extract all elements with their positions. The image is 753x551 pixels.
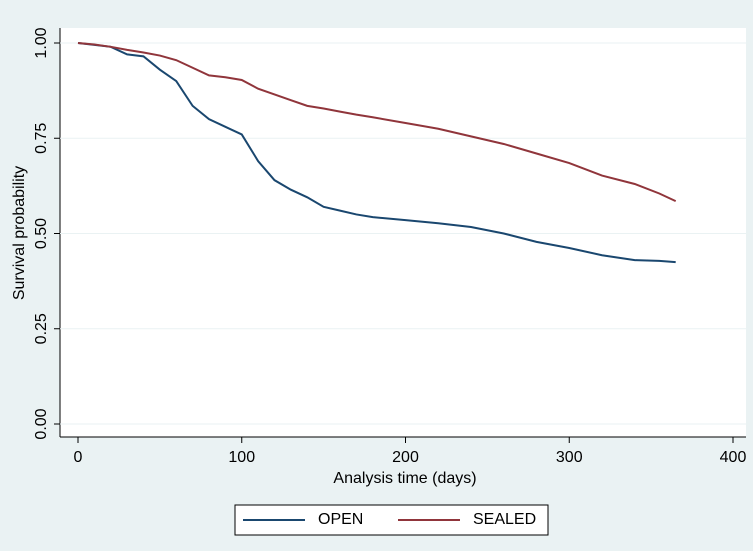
plot-area xyxy=(60,28,746,437)
y-tick-label: 0.00 xyxy=(33,408,50,439)
survival-line xyxy=(77,42,676,264)
x-tick-label: 300 xyxy=(556,449,583,466)
x-tick-label: 200 xyxy=(392,449,419,466)
y-tick-label: 1.00 xyxy=(33,27,50,58)
x-tick-label: 0 xyxy=(74,449,83,466)
x-tick-label: 400 xyxy=(720,449,747,466)
x-axis-label: Analysis time (days) xyxy=(333,470,476,487)
legend-label: OPEN xyxy=(318,511,363,528)
survival-line xyxy=(77,42,677,203)
x-tick-label: 100 xyxy=(228,449,255,466)
y-tick-label: 0.50 xyxy=(33,218,50,249)
y-tick-label: 0.25 xyxy=(33,313,50,344)
y-axis-label: Survival probability xyxy=(11,166,28,300)
legend-label: SEALED xyxy=(473,511,536,528)
y-tick-label: 0.75 xyxy=(33,123,50,154)
